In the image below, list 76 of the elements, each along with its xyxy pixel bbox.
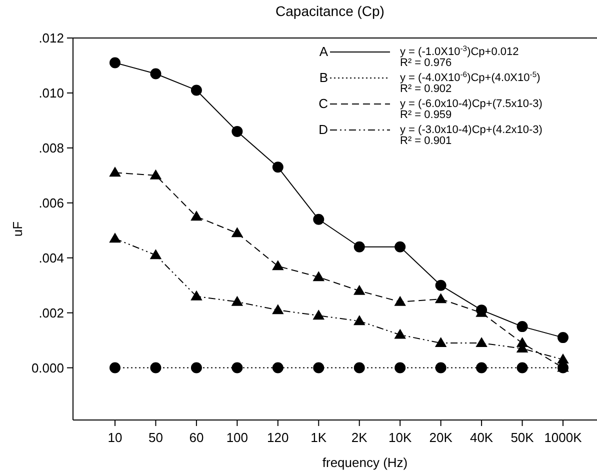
point bbox=[313, 272, 324, 282]
x-tick-label: 1000K bbox=[544, 430, 582, 445]
y-tick-label: 0.000 bbox=[31, 360, 64, 376]
annotation: y = (-6.0x10-4)Cp+(7.5x10-3) bbox=[400, 98, 542, 110]
point bbox=[272, 260, 284, 270]
y-axis-title: uF bbox=[10, 221, 25, 237]
point bbox=[435, 280, 446, 291]
annotation: R² = 0.902 bbox=[400, 83, 452, 95]
point bbox=[110, 167, 120, 177]
point bbox=[190, 84, 202, 96]
point bbox=[354, 241, 365, 252]
point bbox=[476, 338, 488, 348]
y-tick-label: .008 bbox=[38, 140, 64, 156]
point bbox=[313, 310, 324, 320]
point bbox=[150, 362, 162, 374]
y-tick-label: .010 bbox=[38, 85, 64, 100]
point bbox=[272, 162, 284, 173]
point bbox=[558, 332, 568, 344]
point bbox=[313, 214, 324, 225]
annotation: y = (-1.0X10$^{-3}$)Cp+0.012 bbox=[400, 44, 519, 58]
annotation: y = (-4.0X10$^{-6}$)Cp+(4.0X10$^{-5}$) bbox=[400, 70, 540, 84]
point bbox=[354, 285, 365, 295]
x-tick-label: 50 bbox=[148, 430, 163, 445]
x-tick-label: 2K bbox=[351, 430, 368, 445]
y-tick-label: .012 bbox=[38, 30, 64, 46]
x-tick-label: 40K bbox=[470, 430, 494, 445]
annotation: R² = 0.901 bbox=[400, 135, 452, 147]
point bbox=[232, 362, 243, 374]
x-axis-title: frequency (Hz) bbox=[322, 455, 408, 470]
point bbox=[516, 321, 528, 332]
x-tick-label: 50K bbox=[510, 430, 534, 445]
y-tick-label: .004 bbox=[38, 250, 64, 266]
point bbox=[232, 296, 243, 306]
annotation: R² = 0.959 bbox=[400, 109, 452, 121]
point bbox=[354, 316, 365, 326]
y-tick-label: .002 bbox=[38, 305, 64, 320]
x-tick-label: 10 bbox=[108, 430, 122, 445]
x-tick-label: 10K bbox=[388, 430, 412, 445]
legend-label: C bbox=[318, 96, 328, 111]
point bbox=[190, 211, 202, 221]
point bbox=[190, 290, 202, 300]
x-tick-label: 100 bbox=[226, 430, 248, 445]
point bbox=[354, 362, 365, 374]
point bbox=[150, 250, 162, 260]
point bbox=[435, 362, 446, 374]
point bbox=[232, 228, 243, 238]
point bbox=[435, 294, 446, 304]
chart-title: Capacitance (Cp) bbox=[276, 3, 384, 19]
point bbox=[435, 338, 446, 348]
legend-label: D bbox=[318, 122, 328, 137]
point bbox=[110, 233, 120, 243]
point bbox=[313, 362, 324, 374]
annotation: R² = 0.976 bbox=[400, 57, 452, 69]
point bbox=[232, 126, 243, 137]
point bbox=[272, 362, 284, 374]
annotation: y = (-3.0x10-4)Cp+(4.2x10-3) bbox=[400, 124, 542, 136]
point bbox=[150, 170, 162, 180]
point bbox=[394, 362, 406, 374]
point bbox=[272, 304, 284, 314]
x-tick-label: 20K bbox=[429, 430, 453, 445]
point bbox=[516, 362, 528, 374]
point bbox=[394, 296, 406, 306]
point bbox=[110, 57, 120, 68]
x-tick-label: 60 bbox=[189, 430, 204, 445]
point bbox=[150, 68, 162, 80]
x-tick-label: 120 bbox=[267, 430, 289, 445]
legend-label: B bbox=[319, 70, 328, 85]
point bbox=[394, 329, 406, 339]
point bbox=[476, 362, 488, 374]
point bbox=[110, 362, 120, 374]
point bbox=[558, 354, 568, 364]
legend-label: A bbox=[319, 44, 328, 59]
x-tick-label: 1K bbox=[310, 430, 327, 445]
point bbox=[394, 241, 406, 252]
point bbox=[190, 362, 202, 374]
y-tick-label: .006 bbox=[38, 195, 64, 210]
